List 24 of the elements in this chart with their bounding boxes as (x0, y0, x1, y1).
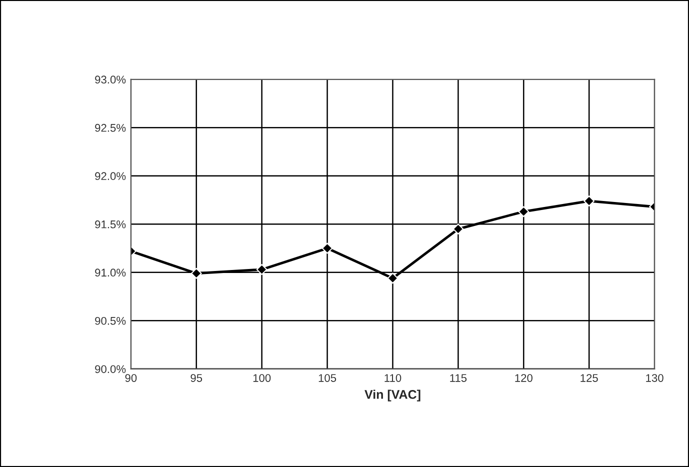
x-tick-label: 100 (253, 374, 271, 382)
point (452, 224, 464, 234)
point (256, 264, 268, 275)
point (584, 196, 595, 206)
x-tick-label: 95 (190, 374, 202, 382)
x-axis-title: Vin [VAC] (364, 390, 420, 402)
x-tick-label: 125 (580, 374, 598, 382)
x-tick-label: 120 (515, 374, 532, 382)
y-tick-label: 91.5% (95, 220, 126, 228)
point (387, 272, 398, 284)
x-tick-label: 90 (125, 374, 137, 382)
point (190, 268, 202, 279)
x-tick-label: 105 (318, 374, 336, 382)
point (518, 206, 530, 218)
y-tick-label: 91.0% (95, 268, 126, 277)
y-tick-label: 90.5% (95, 316, 126, 325)
x-tick-label: 115 (450, 374, 467, 382)
y-tick-label: 93.0% (95, 76, 126, 84)
y-tick-label: 90.0% (95, 365, 126, 374)
y-tick-label: 92.0% (95, 172, 126, 180)
x-tick-label: 110 (384, 374, 402, 382)
point (322, 242, 333, 254)
x-tick-label: 130 (646, 374, 664, 382)
y-tick-label: 92.5% (95, 124, 126, 132)
